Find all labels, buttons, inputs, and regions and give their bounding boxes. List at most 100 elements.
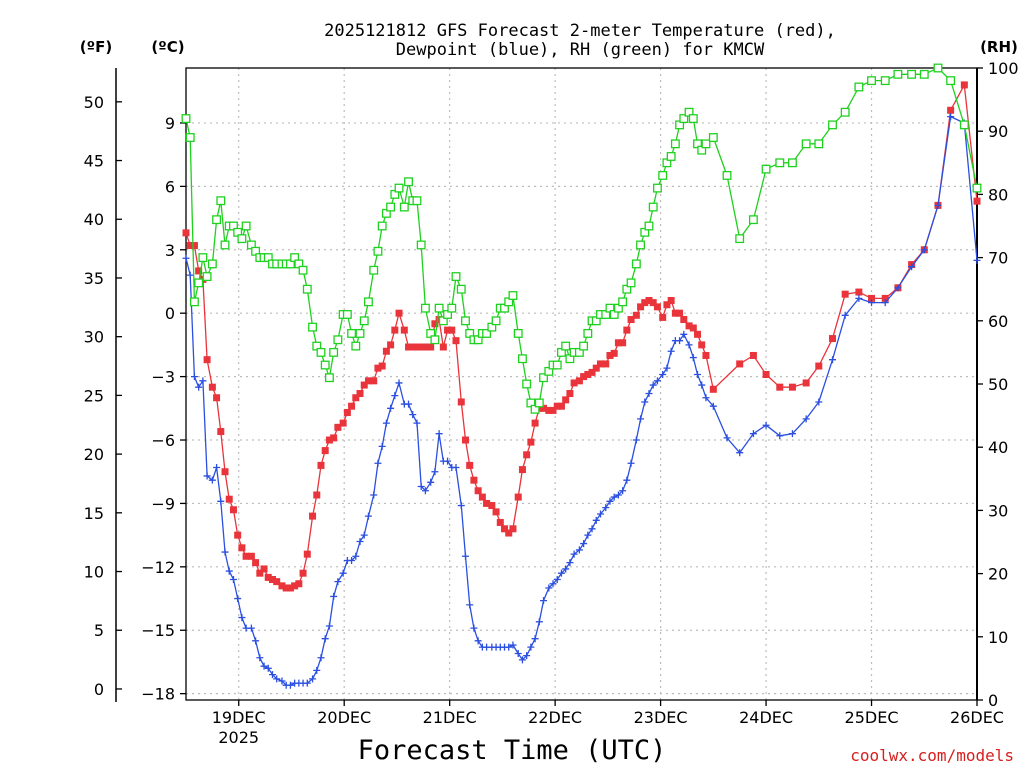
celsius-tick-label: 3 [165,241,175,260]
rh-point [648,202,658,212]
temperature-point [619,339,627,347]
temperature-point [649,299,657,307]
temperature-point [881,294,889,302]
dewpoint-point [435,430,443,438]
dewpoint-point [920,246,928,254]
dewpoint-point [723,434,731,442]
dewpoint-point [908,263,916,271]
temperature-point [339,419,347,427]
rh-point [298,265,308,275]
temperature-point [229,506,237,514]
temperature-point [580,373,588,381]
temperature-point [623,326,631,334]
temperature-point [514,493,522,501]
x-tick-label: 21DEC [423,708,477,727]
temperature-point [278,582,286,590]
dewpoint-point [776,432,784,440]
rh-point [539,373,548,383]
celsius-tick-label: −12 [141,558,175,577]
dewpoint-point [313,666,321,674]
x-tick-label: 25DEC [845,708,899,727]
temperature-point [641,299,649,307]
rh-point [347,328,357,338]
temperature-point [395,309,403,317]
rh-point [652,183,662,193]
temperature-point [356,390,364,398]
rh-point [658,170,668,180]
dewpoint-point [330,592,338,600]
rh-point [644,221,654,231]
temperature-point [382,347,390,355]
temperature-point [868,294,876,302]
dewpoint-point [606,497,614,505]
dewpoint-point [203,472,211,480]
rh-point [420,303,430,313]
data-series [181,63,982,689]
dewpoint-point [217,497,225,505]
dewpoint-point [182,254,190,262]
rh-point [787,158,797,168]
fahrenheit-tick-label: 50 [84,93,104,112]
rh-point [451,272,461,282]
temperature-point [448,326,456,334]
temperature-point [291,582,299,590]
rh-tick-label: 20 [988,565,1008,584]
rh-point [185,133,195,142]
temperature-point [663,301,671,309]
rh-point [377,221,387,231]
temperature-point [749,351,757,359]
temperature-point [570,379,578,387]
dewpoint-point [317,654,325,662]
temperature-point [334,423,342,431]
temperature-point [413,343,421,351]
temperature-point [374,364,382,372]
dewpoint-point [676,337,684,345]
temperature-point [694,330,702,338]
temperature-point [592,364,600,372]
rh-point [688,114,698,124]
temperature-point [213,394,221,402]
temperature-point [676,309,684,317]
rh-point [552,360,562,370]
rh-point [972,183,982,193]
temperature-point [855,288,863,296]
temperature-point [575,377,583,385]
temperature-point [531,419,539,427]
x-tick-sublabel: 2025 [218,728,259,747]
rh-point [735,234,745,244]
dewpoint-point [264,664,272,672]
dewpoint-point [268,671,276,679]
dewpoint-point [947,113,955,121]
dewpoint-point [649,381,657,389]
dewpoint-point [749,430,757,438]
temperature-point [815,362,823,370]
rh-point [893,69,903,79]
temperature-point [667,297,675,305]
temperature-point [685,322,693,330]
dewpoint-point [256,654,264,662]
dewpoint-point [417,483,425,491]
dewpoint-point [815,398,823,406]
dewpoint-point [545,584,553,592]
dewpoint-point [698,381,706,389]
rh-point [373,246,383,256]
rh-point [534,398,544,408]
dewpoint-point [470,624,478,632]
temperature-point [457,398,465,406]
dewpoint-point [352,552,360,560]
rh-point [522,379,532,389]
dewpoint-point [973,256,981,264]
rh-tick-label: 30 [988,501,1008,520]
dewpoint-point [260,662,268,670]
rh-point [461,316,470,326]
rh-point [708,133,718,142]
rh-point [316,347,326,357]
temperature-point [313,491,321,499]
rh-point [324,373,334,383]
rh-point [386,202,396,212]
dewpoint-point [602,504,610,512]
fahrenheit-tick-label: 30 [84,328,104,347]
rh-point [241,221,251,231]
rh-point [626,278,636,288]
temperature-point [496,518,504,526]
